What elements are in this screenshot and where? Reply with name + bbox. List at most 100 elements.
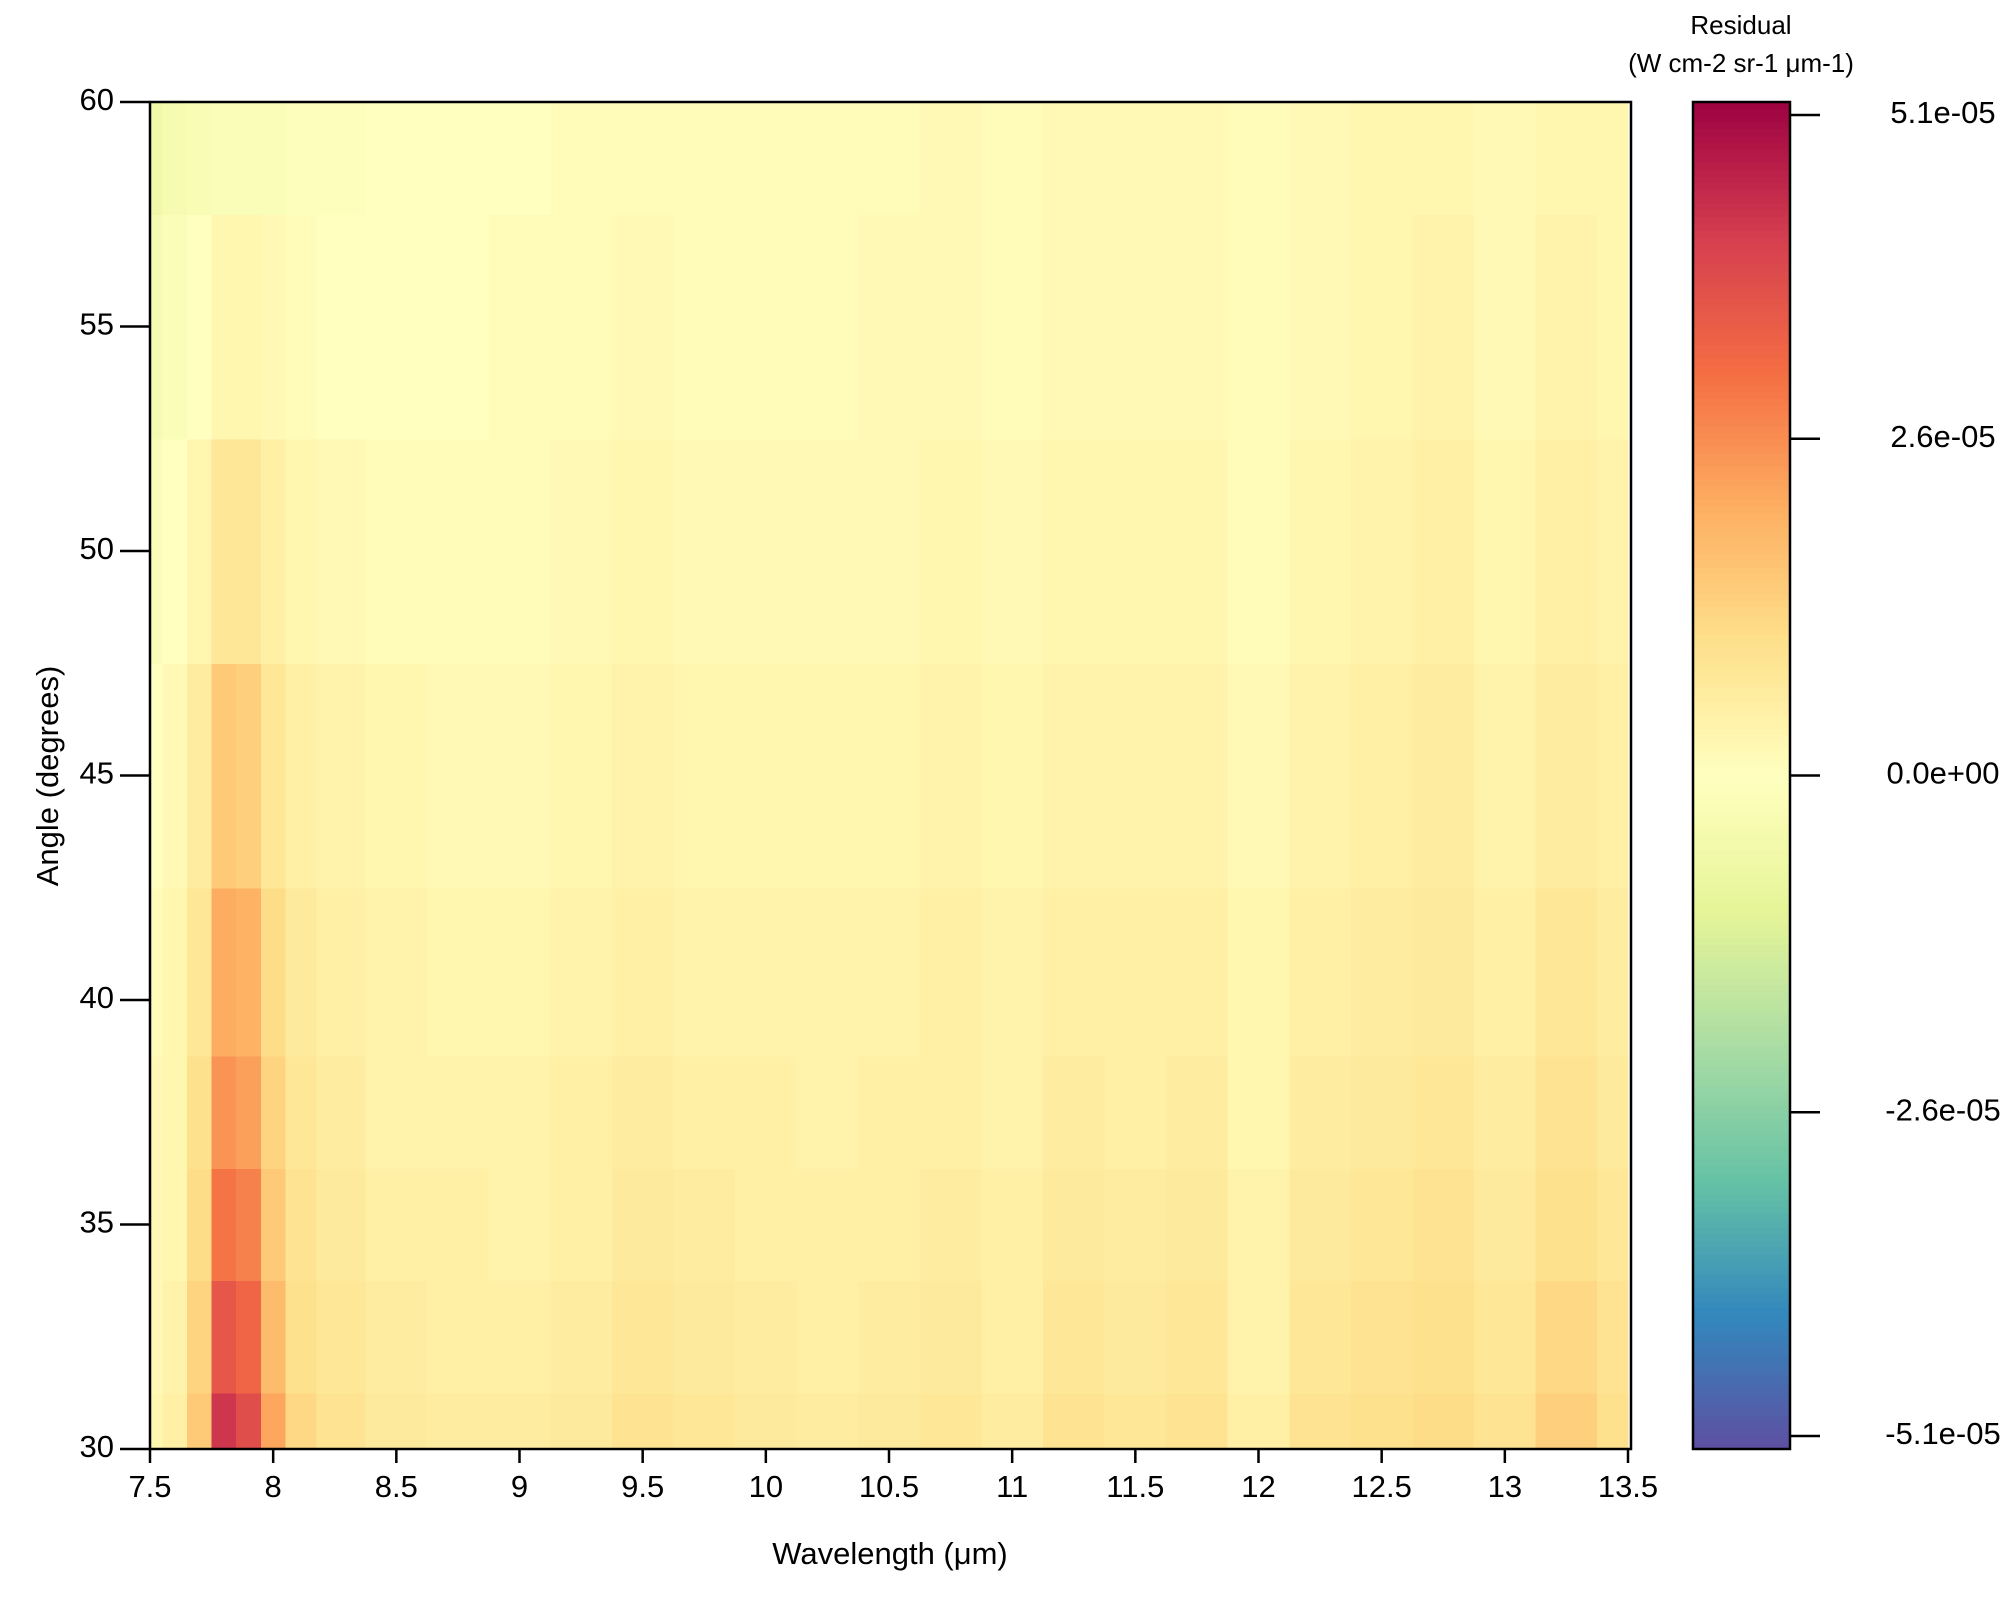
colorbar-swatch bbox=[1693, 1220, 1790, 1228]
colorbar-units: (W cm-2 sr-1 μm-1) bbox=[1628, 48, 1854, 78]
colorbar-swatch bbox=[1693, 815, 1790, 824]
heatmap-cell bbox=[1042, 1056, 1106, 1169]
colorbar-swatch bbox=[1693, 1226, 1790, 1235]
heatmap-cell bbox=[1104, 1168, 1167, 1282]
heatmap-cell bbox=[236, 1056, 262, 1169]
heatmap-cell bbox=[1289, 1392, 1352, 1450]
colorbar-swatch bbox=[1693, 1280, 1790, 1288]
colorbar-swatch bbox=[1693, 1408, 1790, 1416]
colorbar-swatch bbox=[1693, 1347, 1790, 1356]
colorbar-swatch bbox=[1693, 310, 1790, 319]
heatmap-cell bbox=[1166, 1168, 1229, 1282]
colorbar-swatch bbox=[1693, 991, 1790, 999]
heatmap-cell bbox=[1042, 438, 1106, 664]
colorbar-swatch bbox=[1693, 533, 1790, 541]
colorbar-swatch bbox=[1693, 566, 1790, 575]
heatmap-cell bbox=[1166, 102, 1229, 215]
colorbar-tick-label: -2.6e-05 bbox=[1885, 1092, 2000, 1127]
heatmap-cell bbox=[1535, 1168, 1598, 1282]
heatmap-cell bbox=[611, 438, 675, 664]
colorbar-swatch bbox=[1693, 1139, 1790, 1147]
colorbar-swatch bbox=[1693, 1024, 1790, 1033]
colorbar-swatch bbox=[1693, 748, 1790, 756]
colorbar-swatch bbox=[1693, 755, 1790, 763]
heatmap-cell bbox=[1474, 1280, 1537, 1394]
colorbar-swatch bbox=[1693, 1287, 1790, 1295]
colorbar-swatch bbox=[1693, 984, 1790, 992]
heatmap-cell bbox=[1166, 214, 1229, 440]
heatmap-cell bbox=[488, 663, 551, 889]
heatmap-cell bbox=[150, 1056, 163, 1169]
heatmap-cell bbox=[1227, 438, 1290, 664]
colorbar-swatch bbox=[1693, 445, 1790, 453]
heatmap-cell bbox=[1412, 663, 1475, 889]
heatmap-cell bbox=[211, 1056, 237, 1169]
heatmap-cell bbox=[1597, 438, 1629, 664]
heatmap-cell bbox=[858, 1168, 921, 1282]
heatmap-cell bbox=[735, 1168, 798, 1282]
heatmap-cell bbox=[1166, 1280, 1229, 1394]
heatmap-cell bbox=[316, 1392, 367, 1450]
colorbar-swatch bbox=[1693, 782, 1790, 790]
heatmap-cell bbox=[1227, 102, 1290, 215]
colorbar-swatch bbox=[1693, 896, 1790, 905]
heatmap-cell bbox=[186, 663, 213, 889]
heatmap-cell bbox=[858, 214, 921, 440]
x-tick-label: 8.5 bbox=[375, 1469, 418, 1504]
heatmap-cell bbox=[611, 1280, 675, 1394]
heatmap-cell bbox=[1597, 887, 1629, 1057]
heatmap-cell bbox=[981, 214, 1044, 440]
heatmap-cell bbox=[858, 102, 921, 215]
heatmap-cell bbox=[1474, 1392, 1537, 1450]
heatmap-cell bbox=[186, 1392, 213, 1450]
heatmap-cell bbox=[488, 1392, 551, 1450]
heatmap-cell bbox=[427, 102, 490, 215]
heatmap-cell bbox=[1597, 1392, 1629, 1450]
colorbar-swatch bbox=[1693, 162, 1790, 170]
colorbar-swatch bbox=[1693, 708, 1790, 716]
colorbar-swatch bbox=[1693, 405, 1790, 413]
colorbar-swatch bbox=[1693, 1307, 1790, 1315]
heatmap-cell bbox=[488, 1280, 551, 1394]
colorbar-swatch bbox=[1693, 768, 1790, 777]
heatmap-cell bbox=[1227, 663, 1290, 889]
colorbar-swatch bbox=[1693, 135, 1790, 144]
heatmap-cell bbox=[858, 438, 921, 664]
heatmap-cell bbox=[1104, 887, 1167, 1057]
colorbar-swatch bbox=[1693, 573, 1790, 581]
colorbar-swatch bbox=[1693, 1233, 1790, 1241]
colorbar-swatch bbox=[1693, 351, 1790, 359]
heatmap-cell bbox=[735, 887, 798, 1057]
heatmap-cell bbox=[611, 1056, 675, 1169]
heatmap-cell bbox=[186, 438, 213, 664]
heatmap-cell bbox=[1535, 1280, 1598, 1394]
heatmap-cell bbox=[316, 438, 367, 664]
colorbar-swatch bbox=[1693, 849, 1790, 857]
heatmap-cell bbox=[919, 1056, 982, 1169]
colorbar-swatch bbox=[1693, 1300, 1790, 1309]
heatmap-cell bbox=[1350, 1056, 1414, 1169]
heatmap-cell bbox=[211, 1392, 237, 1450]
colorbar-swatch bbox=[1693, 640, 1790, 649]
colorbar-swatch bbox=[1693, 398, 1790, 406]
colorbar-swatch bbox=[1693, 809, 1790, 817]
heatmap-cell bbox=[919, 1392, 982, 1450]
colorbar-swatch bbox=[1693, 762, 1790, 770]
colorbar-swatch bbox=[1693, 304, 1790, 312]
colorbar-swatch bbox=[1693, 775, 1790, 783]
heatmap-cell bbox=[236, 102, 262, 215]
colorbar-swatch bbox=[1693, 1401, 1790, 1410]
heatmap-cell bbox=[1042, 214, 1106, 440]
colorbar-tick-label: 5.1e-05 bbox=[1890, 95, 1995, 130]
heatmap-cell bbox=[1227, 887, 1290, 1057]
heatmap-cell bbox=[981, 102, 1044, 215]
colorbar-swatch bbox=[1693, 876, 1790, 884]
colorbar-swatch bbox=[1693, 1273, 1790, 1282]
heatmap-cell bbox=[611, 214, 675, 440]
heatmap-cell bbox=[1412, 1392, 1475, 1450]
colorbar-swatch bbox=[1693, 970, 1790, 979]
colorbar-swatch bbox=[1693, 1267, 1790, 1275]
heatmap-cell bbox=[1042, 1280, 1106, 1394]
colorbar-swatch bbox=[1693, 324, 1790, 332]
heatmap-cell bbox=[1042, 102, 1106, 215]
